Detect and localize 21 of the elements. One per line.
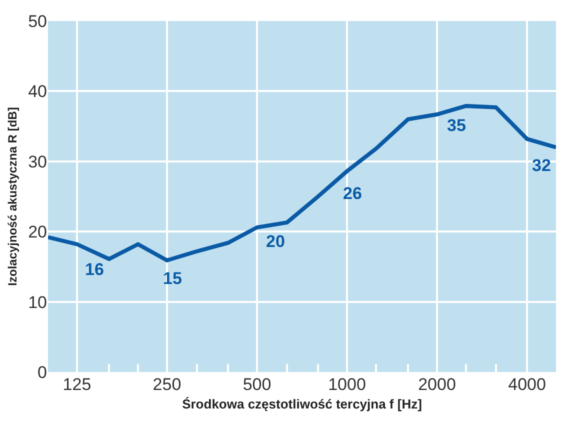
annotation: 26	[343, 184, 362, 203]
x-tick-label: 250	[152, 375, 182, 394]
y-tick-label: 50	[28, 12, 47, 31]
y-axis-title: Izolacyjność akustyczna R [dB]	[5, 107, 20, 286]
annotation: 16	[85, 260, 104, 279]
line-series	[48, 104, 556, 262]
annotation: 32	[532, 156, 551, 175]
annotation: 20	[266, 232, 285, 251]
y-tick-label: 40	[28, 82, 47, 102]
x-tick-label: 125	[62, 375, 92, 394]
x-tick-label: 2000	[418, 375, 456, 394]
annotation: 15	[163, 269, 182, 288]
x-tick-label: 1000	[328, 375, 366, 394]
y-tick-label: 10	[28, 292, 47, 312]
annotation: 35	[447, 116, 466, 135]
y-tick-label: 0	[38, 362, 47, 382]
x-axis-title: Środkowa częstotliwość tercyjna f [Hz]	[182, 396, 422, 412]
x-tick-label: 4000	[508, 375, 546, 394]
x-tick-label: 500	[242, 375, 272, 394]
y-tick-label: 20	[28, 222, 47, 242]
y-tick-label: 30	[28, 152, 47, 172]
